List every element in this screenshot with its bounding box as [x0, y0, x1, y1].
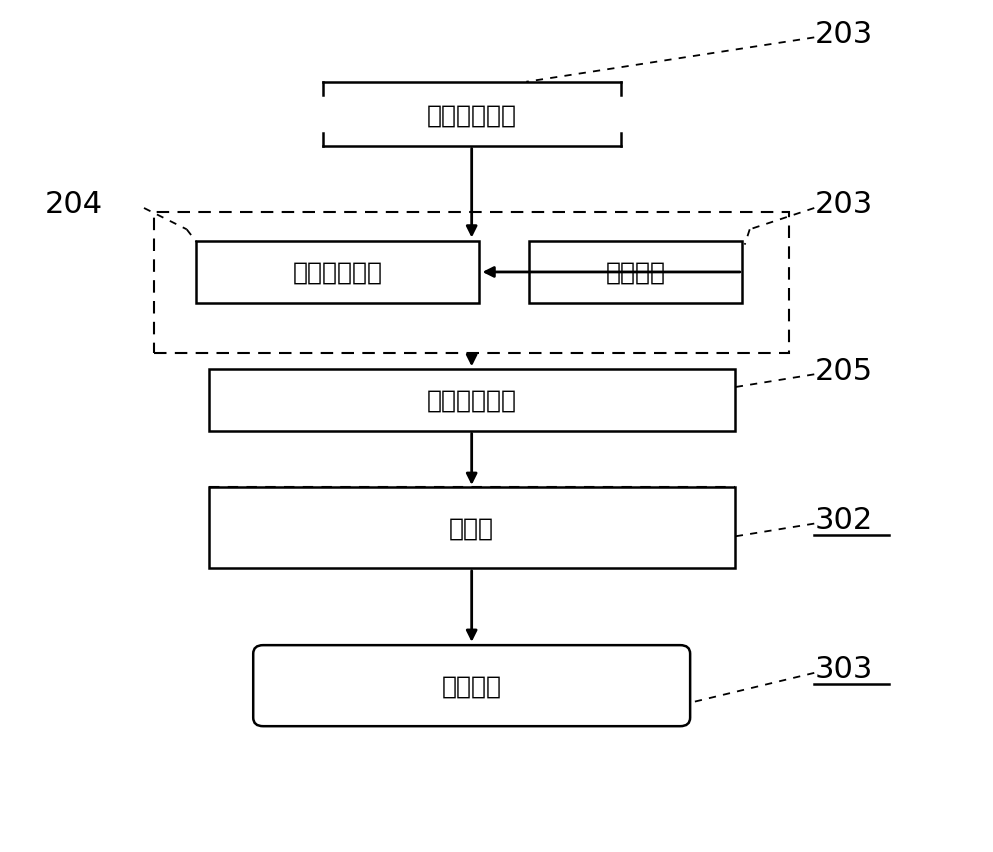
Text: 驱动机构: 驱动机构	[442, 674, 501, 698]
Text: 203: 203	[814, 190, 873, 219]
FancyBboxPatch shape	[528, 242, 742, 303]
FancyBboxPatch shape	[209, 370, 735, 431]
Text: 204: 204	[45, 190, 103, 219]
Text: 图像采集模块: 图像采集模块	[427, 103, 516, 127]
Text: 单片机: 单片机	[449, 516, 495, 540]
FancyBboxPatch shape	[197, 242, 480, 303]
Bar	[323, 83, 621, 147]
FancyBboxPatch shape	[253, 646, 690, 726]
Text: 图像分析模块: 图像分析模块	[427, 389, 516, 412]
Text: 存储模块: 存储模块	[606, 261, 665, 285]
Text: 203: 203	[814, 20, 873, 49]
Text: 图像处理模块: 图像处理模块	[293, 261, 382, 285]
Text: 205: 205	[814, 356, 873, 385]
Text: 302: 302	[814, 505, 873, 534]
Text: 303: 303	[814, 654, 873, 683]
FancyBboxPatch shape	[209, 487, 735, 569]
